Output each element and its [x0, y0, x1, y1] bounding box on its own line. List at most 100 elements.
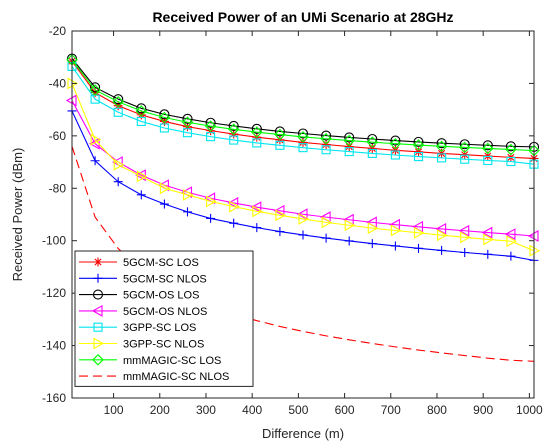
y-tick-label: -60 — [49, 129, 67, 143]
data-point — [414, 147, 423, 157]
data-point — [205, 117, 216, 128]
data-point — [158, 111, 171, 124]
data-point — [136, 103, 147, 114]
data-point — [505, 143, 517, 156]
data-point — [437, 153, 447, 163]
y-tick-label: -100 — [42, 234, 66, 248]
data-point — [159, 109, 170, 120]
legend-marker — [93, 273, 103, 283]
y-tick-label: -140 — [42, 339, 66, 353]
legend-item: 5GCM-SC NLOS — [79, 273, 207, 285]
data-point — [390, 241, 400, 251]
data-point — [296, 208, 308, 221]
data-point — [298, 230, 308, 240]
data-point — [135, 105, 148, 117]
data-point — [90, 156, 100, 166]
series-line — [71, 66, 535, 165]
data-point — [367, 148, 377, 158]
x-tick-label: 600 — [335, 403, 355, 417]
data-point — [182, 128, 193, 138]
legend-item: mmMAGIC-SC NLOS — [79, 371, 229, 383]
x-tick-label: 300 — [196, 403, 216, 417]
data-point — [506, 235, 518, 248]
x-axis-label: Difference (m) — [262, 426, 344, 441]
data-point — [413, 136, 424, 147]
axes-box — [71, 30, 535, 399]
data-point — [90, 88, 100, 98]
legend-marker — [93, 322, 103, 332]
data-point — [206, 213, 216, 223]
data-point — [389, 137, 402, 150]
data-point — [483, 155, 493, 166]
legend-marker — [91, 304, 103, 317]
legend-label: mmMAGIC-SC NLOS — [123, 371, 229, 383]
data-point — [436, 138, 447, 149]
data-point — [321, 216, 333, 229]
data-point — [321, 130, 332, 141]
x-tick-label: 800 — [427, 403, 447, 417]
data-point — [367, 143, 377, 153]
data-point — [252, 205, 263, 218]
series-3gpp-sc-nlos — [67, 77, 541, 257]
series-line — [71, 58, 535, 148]
data-point — [367, 222, 379, 235]
y-tick-label: -20 — [49, 24, 67, 38]
data-point — [227, 123, 240, 136]
data-point — [321, 145, 331, 155]
data-point — [159, 123, 169, 133]
data-point — [413, 152, 424, 162]
legend-item: 5GCM-OS NLOS — [79, 304, 207, 318]
data-point — [275, 227, 285, 237]
data-point — [435, 140, 448, 153]
series-line — [71, 59, 535, 152]
data-point — [460, 248, 470, 258]
data-point — [367, 239, 377, 249]
data-point — [274, 126, 285, 137]
data-point — [437, 245, 447, 255]
data-point — [206, 132, 216, 142]
data-point — [228, 120, 239, 131]
legend-label: 5GCM-SC LOS — [123, 257, 199, 269]
data-point — [412, 139, 425, 151]
data-point — [90, 133, 102, 146]
data-point — [183, 207, 192, 217]
data-point — [413, 226, 425, 239]
data-point — [506, 156, 516, 167]
legend-item: 5GCM-OS LOS — [79, 289, 199, 302]
y-tick-label: -80 — [49, 181, 67, 195]
data-point — [136, 110, 146, 120]
data-point — [482, 142, 494, 155]
x-axis: 100 200 300 400 500 600 700 800 900 1000 — [104, 31, 543, 417]
data-point — [458, 224, 470, 237]
data-point — [136, 190, 146, 200]
data-point — [136, 116, 146, 126]
series-line — [71, 100, 535, 237]
data-point — [321, 233, 331, 243]
data-point — [275, 209, 287, 222]
data-point — [113, 101, 123, 111]
data-point — [458, 141, 471, 154]
legend-label: 3GPP-SC LOS — [123, 322, 196, 334]
legend-item: 5GCM-SC LOS — [79, 257, 199, 269]
x-tick-label: 500 — [288, 403, 308, 417]
data-point — [251, 123, 262, 134]
data-point — [252, 223, 262, 233]
data-point — [181, 116, 194, 129]
x-tick-label: 400 — [242, 403, 262, 417]
data-point — [112, 96, 124, 108]
data-point — [136, 170, 148, 183]
legend-label: 5GCM-OS LOS — [123, 290, 199, 302]
data-point — [483, 233, 494, 246]
legend-label: 5GCM-OS NLOS — [123, 306, 207, 318]
data-point — [482, 140, 493, 151]
data-point — [367, 133, 378, 145]
x-tick-label: 200 — [150, 403, 170, 417]
data-point — [390, 145, 400, 155]
data-point — [414, 243, 423, 253]
y-tick-label: -40 — [49, 76, 67, 90]
data-point — [343, 134, 355, 147]
data-point — [481, 226, 493, 239]
x-tick-label: 100 — [104, 403, 124, 417]
data-point — [437, 229, 448, 242]
data-point — [275, 140, 285, 150]
